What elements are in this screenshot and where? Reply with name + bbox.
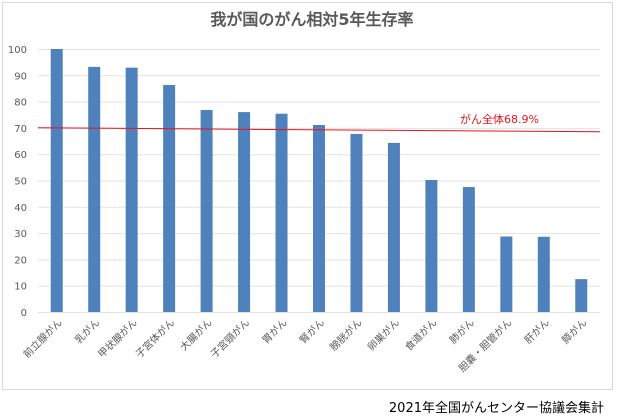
- chart-title: 我が国のがん相対5年生存率: [210, 10, 413, 29]
- reference-line: [37, 127, 601, 133]
- bar: [50, 49, 63, 312]
- bar: [125, 67, 138, 312]
- y-tick-label: 30: [14, 229, 27, 240]
- y-tick-label: 20: [14, 255, 27, 266]
- chart-frame: [2, 2, 613, 390]
- bar: [462, 187, 475, 312]
- y-tick-label: 90: [14, 71, 27, 82]
- y-tick-label: 0: [21, 308, 27, 319]
- y-tick-label: 100: [8, 45, 27, 56]
- y-tick-label: 70: [14, 124, 27, 135]
- bar: [387, 142, 400, 312]
- bar: [537, 236, 550, 312]
- y-tick-label: 10: [14, 282, 27, 293]
- bar: [500, 236, 513, 312]
- bar: [200, 110, 213, 313]
- bar: [350, 133, 363, 312]
- bar: [275, 113, 288, 312]
- bar: [425, 179, 438, 312]
- bar: [238, 112, 251, 313]
- reference-line-label: がん全体68.9%: [460, 112, 539, 126]
- bar: [163, 85, 176, 312]
- y-tick-label: 80: [14, 98, 27, 109]
- y-tick-label: 40: [14, 203, 27, 214]
- bar: [313, 125, 325, 312]
- bar: [88, 66, 101, 312]
- y-tick-label: 60: [14, 150, 27, 161]
- bar: [575, 279, 588, 312]
- source-note: 2021年全国がんセンター協議会集計: [389, 400, 604, 416]
- y-tick-label: 50: [14, 177, 27, 188]
